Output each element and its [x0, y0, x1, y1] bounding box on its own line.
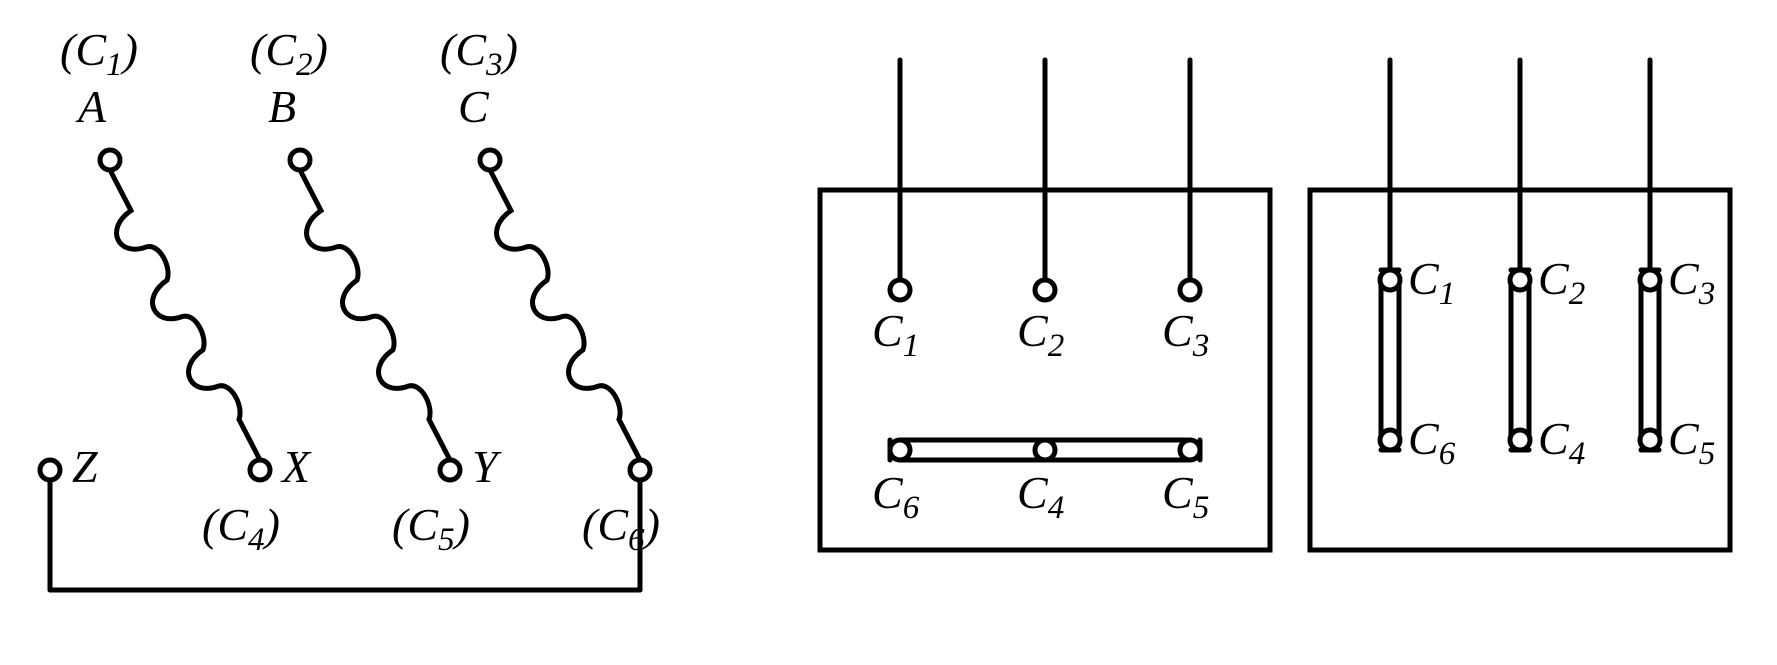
label-top-paren-1: (C1) — [60, 24, 138, 83]
terminal-top-3 — [480, 150, 500, 170]
mid-top-label-1: C1 — [872, 305, 919, 364]
mid-bottom-terminal-1 — [890, 440, 910, 460]
right-bottom-terminal-2 — [1510, 430, 1530, 450]
right-top-label-3: C3 — [1668, 253, 1715, 312]
label-bottom-id-2: Y — [472, 441, 502, 492]
right-top-label-1: C1 — [1408, 253, 1455, 312]
mid-bottom-label-3: C5 — [1162, 467, 1209, 526]
terminal-top-2 — [290, 150, 310, 170]
label-top-id-3: C — [458, 81, 490, 132]
right-top-terminal-2 — [1510, 270, 1530, 290]
right-terminal-box: C1 C6 C2 C4 C3 C5 — [1310, 60, 1730, 550]
label-bottom-paren-1: (C4) — [202, 499, 280, 558]
mid-top-terminal-1 — [890, 280, 910, 300]
right-bottom-label-1: C6 — [1408, 413, 1456, 472]
right-bottom-label-2: C4 — [1538, 413, 1585, 472]
winding-coil — [110, 170, 260, 460]
mid-bottom-label-2: C4 — [1017, 467, 1064, 526]
winding-coil — [300, 170, 450, 460]
right-top-terminal-1 — [1380, 270, 1400, 290]
label-bottom-paren-3: (C6) — [582, 499, 660, 558]
middle-terminal-box: C1 C2 C3 C6 C4 C5 — [820, 60, 1270, 550]
label-bottom-paren-2: (C5) — [392, 499, 470, 558]
terminal-bottom-2 — [440, 460, 460, 480]
right-top-label-2: C2 — [1538, 253, 1585, 312]
winding-coil — [490, 170, 640, 460]
right-bottom-terminal-1 — [1380, 430, 1400, 450]
terminal-bottom-3 — [630, 460, 650, 480]
terminal-top-1 — [100, 150, 120, 170]
right-top-terminal-3 — [1640, 270, 1660, 290]
mid-bottom-terminal-2 — [1035, 440, 1055, 460]
terminal-neutral-z — [40, 460, 60, 480]
mid-top-terminal-2 — [1035, 280, 1055, 300]
mid-top-label-2: C2 — [1017, 305, 1064, 364]
right-bottom-terminal-3 — [1640, 430, 1660, 450]
right-bottom-label-3: C5 — [1668, 413, 1715, 472]
label-neutral-z: Z — [72, 441, 98, 492]
label-top-paren-2: (C2) — [250, 24, 328, 83]
label-bottom-id-1: X — [280, 441, 312, 492]
mid-bottom-label-1: C6 — [872, 467, 920, 526]
label-top-paren-3: (C3) — [440, 24, 518, 83]
label-top-id-2: B — [268, 81, 296, 132]
label-top-id-1: A — [75, 81, 107, 132]
mid-top-label-3: C3 — [1162, 305, 1209, 364]
left-schematic: (C1)A X(C4) (C2)B Y(C5) (C3)C (C6) Z — [40, 24, 660, 590]
terminal-bottom-1 — [250, 460, 270, 480]
mid-top-terminal-3 — [1180, 280, 1200, 300]
mid-bottom-terminal-3 — [1180, 440, 1200, 460]
